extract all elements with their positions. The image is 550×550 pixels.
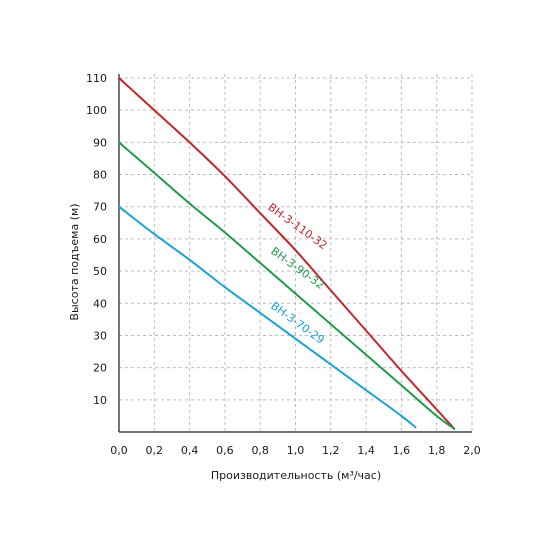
y-tick-label: 40 [93, 297, 107, 310]
y-tick-labels: 10 20 30 40 50 60 70 80 90 100 110 [86, 72, 107, 407]
x-tick-label: 0,2 [146, 444, 164, 457]
x-tick-label: 2,0 [463, 444, 481, 457]
y-tick-label: 10 [93, 394, 107, 407]
x-axis-title: Производительность (м³/час) [211, 469, 381, 482]
y-tick-label: 110 [86, 72, 107, 85]
x-tick-label: 1,2 [322, 444, 340, 457]
x-tick-label: 1,4 [357, 444, 375, 457]
x-tick-label: 0,8 [251, 444, 269, 457]
y-tick-label: 60 [93, 233, 107, 246]
series-line-1 [118, 77, 456, 430]
x-tick-label: 1,6 [393, 444, 411, 457]
x-tick-label: 0,4 [181, 444, 199, 457]
x-tick-label: 1,8 [428, 444, 446, 457]
axes [118, 74, 472, 433]
y-tick-label: 20 [93, 362, 107, 375]
y-axis-title: Высота подъема (м) [68, 203, 81, 320]
x-tick-label: 0,0 [110, 444, 128, 457]
x-tick-label: 1,0 [287, 444, 305, 457]
y-tick-label: 70 [93, 201, 107, 214]
x-tick-labels: 0,0 0,2 0,4 0,6 0,8 1,0 1,2 1,4 1,6 1,8 2,0 [110, 444, 481, 457]
y-tick-label: 90 [93, 136, 107, 149]
grid [119, 74, 473, 432]
series-lines [118, 77, 456, 430]
series-line-3 [118, 205, 417, 429]
series-line-2 [118, 141, 456, 430]
y-tick-label: 100 [86, 104, 107, 117]
y-tick-label: 80 [93, 169, 107, 182]
x-tick-label: 0,6 [216, 444, 234, 457]
y-tick-label: 50 [93, 265, 107, 278]
y-tick-label: 30 [93, 329, 107, 342]
